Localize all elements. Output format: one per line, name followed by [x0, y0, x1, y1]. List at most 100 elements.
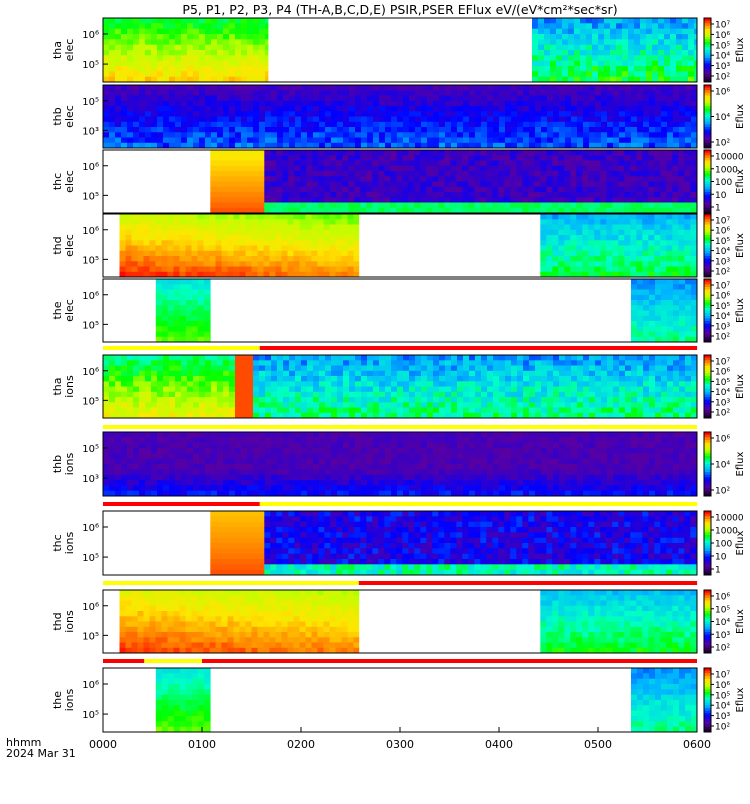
colorbar-tick-label: 10²	[715, 487, 730, 497]
panel-label: theions	[51, 688, 76, 711]
colorbar-tick-label: 10²	[715, 723, 730, 733]
mode-bar	[103, 425, 697, 429]
colorbar-tick-label: 10⁴	[715, 702, 730, 712]
mode-bar-segment	[103, 346, 260, 350]
spectrogram-cells	[103, 432, 697, 496]
colorbar-tick-label: 10⁵	[715, 41, 730, 51]
colorbar-label: Eflux	[735, 451, 746, 476]
colorbar-tick-label: 10⁷	[715, 671, 730, 681]
panel-label: thcelec	[51, 170, 76, 193]
colorbar-tick-label: 10000	[715, 153, 744, 163]
colorbar-tick-label: 10⁶	[715, 368, 730, 378]
panel-label: theelec	[51, 299, 76, 322]
colorbar-tick-label: 10⁷	[715, 21, 730, 31]
colorbar-tick-label: 10²	[715, 139, 730, 149]
colorbar-tick-label: 10	[715, 553, 727, 563]
panel-label: thbelec	[51, 105, 76, 128]
colorbar-tick-label: 1	[715, 566, 721, 576]
y-tick-label: 10⁵	[82, 97, 99, 108]
colorbar-tick-label: 10⁴	[715, 388, 730, 398]
y-tick-label: 10⁵	[82, 191, 99, 202]
spectrogram-cells	[210, 150, 697, 214]
x-tick-label: 0400	[485, 738, 513, 751]
mode-bar	[103, 346, 697, 350]
y-tick-label: 10⁶	[82, 523, 99, 534]
mode-bar-segment	[359, 581, 697, 585]
colorbar-tick-label: 10⁵	[715, 691, 730, 701]
colorbar-tick-label: 10⁷	[715, 217, 730, 227]
colorbar-tick-label: 10⁴	[715, 113, 730, 123]
x-tick-label: 0300	[386, 738, 414, 751]
y-tick-label: 10⁶	[82, 162, 99, 173]
spectrogram-cells	[103, 85, 697, 149]
x-tick-label: 0200	[287, 738, 315, 751]
colorbar-tick-label: 10³	[715, 631, 730, 641]
colorbar-tick-label: 10⁵	[715, 605, 730, 615]
x-tick-label: 0500	[584, 738, 612, 751]
colorbar-tick-label: 10⁶	[715, 227, 730, 237]
colorbar-tick-label: 10⁶	[715, 292, 730, 302]
colorbar-label: Eflux	[735, 37, 746, 62]
mode-bar	[103, 502, 697, 506]
colorbar-tick-label: 10³	[715, 257, 730, 267]
colorbar-tick-label: 10⁶	[715, 88, 730, 98]
colorbar-tick-label: 10⁶	[715, 435, 730, 445]
colorbar-tick-label: 10⁷	[715, 282, 730, 292]
colorbar-tick-label: 10⁵	[715, 237, 730, 247]
colorbar-tick-label: 10²	[715, 644, 730, 654]
y-tick-label: 10³	[82, 474, 99, 485]
colorbar-label: Eflux	[735, 233, 746, 258]
colorbar-tick-label: 10²	[715, 333, 730, 343]
y-tick-label: 10⁶	[82, 602, 99, 613]
colorbar-tick-label: 100	[715, 540, 732, 550]
colorbar-tick-label: 1	[715, 204, 721, 214]
panel-label: thdions	[51, 610, 76, 633]
colorbar-label: Eflux	[735, 687, 746, 712]
y-tick-label: 10⁵	[82, 710, 99, 721]
colorbar-label: Eflux	[735, 298, 746, 323]
figure-title: P5, P1, P2, P3, P4 (TH-A,B,C,D,E) PSIR,P…	[182, 2, 617, 17]
mode-bar	[103, 659, 697, 663]
y-tick-label: 10⁵	[82, 396, 99, 407]
panel-label: thaions	[51, 375, 76, 398]
panel-label: thbions	[51, 452, 76, 475]
panel-label: thdelec	[51, 234, 76, 257]
y-tick-label: 10⁶	[82, 226, 99, 237]
colorbar-tick-label: 10³	[715, 398, 730, 408]
y-tick-label: 10⁶	[82, 680, 99, 691]
colorbar-label: Eflux	[735, 169, 746, 194]
colorbar-tick-label: 10⁵	[715, 302, 730, 312]
colorbar-tick-label: 10²	[715, 268, 730, 278]
y-tick-label: 10⁶	[82, 291, 99, 302]
date-label: 2024 Mar 31	[6, 747, 76, 760]
colorbar-tick-label: 10⁶	[715, 681, 730, 691]
colorbar-tick-label: 10⁴	[715, 52, 730, 62]
panel-label: thcions	[51, 531, 76, 554]
colorbar-tick-label: 10³	[715, 322, 730, 332]
x-tick-label: 0000	[89, 738, 117, 751]
mode-bar-segment	[260, 346, 697, 350]
colorbar-tick-label: 10⁴	[715, 312, 730, 322]
y-tick-label: 10³	[82, 126, 99, 137]
x-tick-label: 0600	[683, 738, 711, 751]
colorbar-tick-label: 10⁶	[715, 593, 730, 603]
y-tick-label: 10⁵	[82, 320, 99, 331]
colorbar-label: Eflux	[735, 609, 746, 634]
y-tick-label: 10⁶	[82, 367, 99, 378]
